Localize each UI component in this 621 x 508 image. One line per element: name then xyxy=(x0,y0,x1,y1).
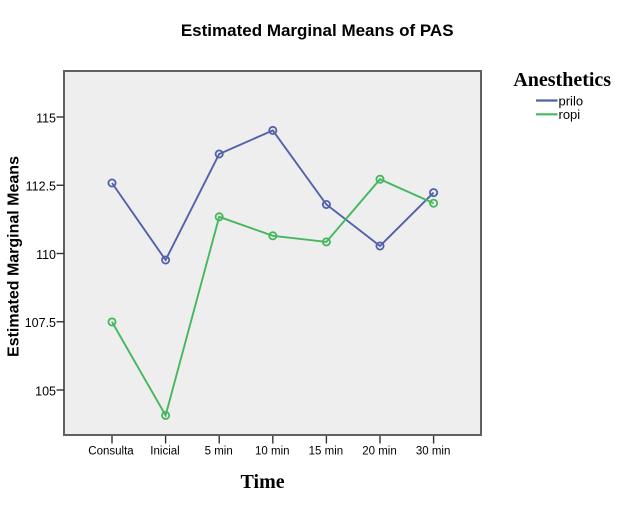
svg-text:5 min: 5 min xyxy=(205,446,233,458)
svg-text:110: 110 xyxy=(36,248,56,262)
svg-text:Estimated Marginal Means of PA: Estimated Marginal Means of PAS xyxy=(181,21,454,40)
svg-text:prilo: prilo xyxy=(559,93,584,108)
svg-text:30 min: 30 min xyxy=(416,446,451,458)
svg-text:15 min: 15 min xyxy=(309,446,344,458)
svg-text:ropi: ropi xyxy=(559,107,581,122)
svg-text:107.5: 107.5 xyxy=(25,316,56,330)
svg-text:Time: Time xyxy=(241,471,285,493)
svg-text:115: 115 xyxy=(36,111,56,125)
svg-text:20 min: 20 min xyxy=(362,446,397,458)
svg-text:10 min: 10 min xyxy=(255,446,290,458)
svg-text:112.5: 112.5 xyxy=(26,180,56,194)
svg-text:Estimated Marginal Means: Estimated Marginal Means xyxy=(6,156,23,357)
svg-text:Inicial: Inicial xyxy=(150,446,179,458)
svg-text:Consulta: Consulta xyxy=(88,446,134,458)
svg-text:Anesthetics: Anesthetics xyxy=(513,69,611,91)
svg-text:105: 105 xyxy=(35,384,56,398)
